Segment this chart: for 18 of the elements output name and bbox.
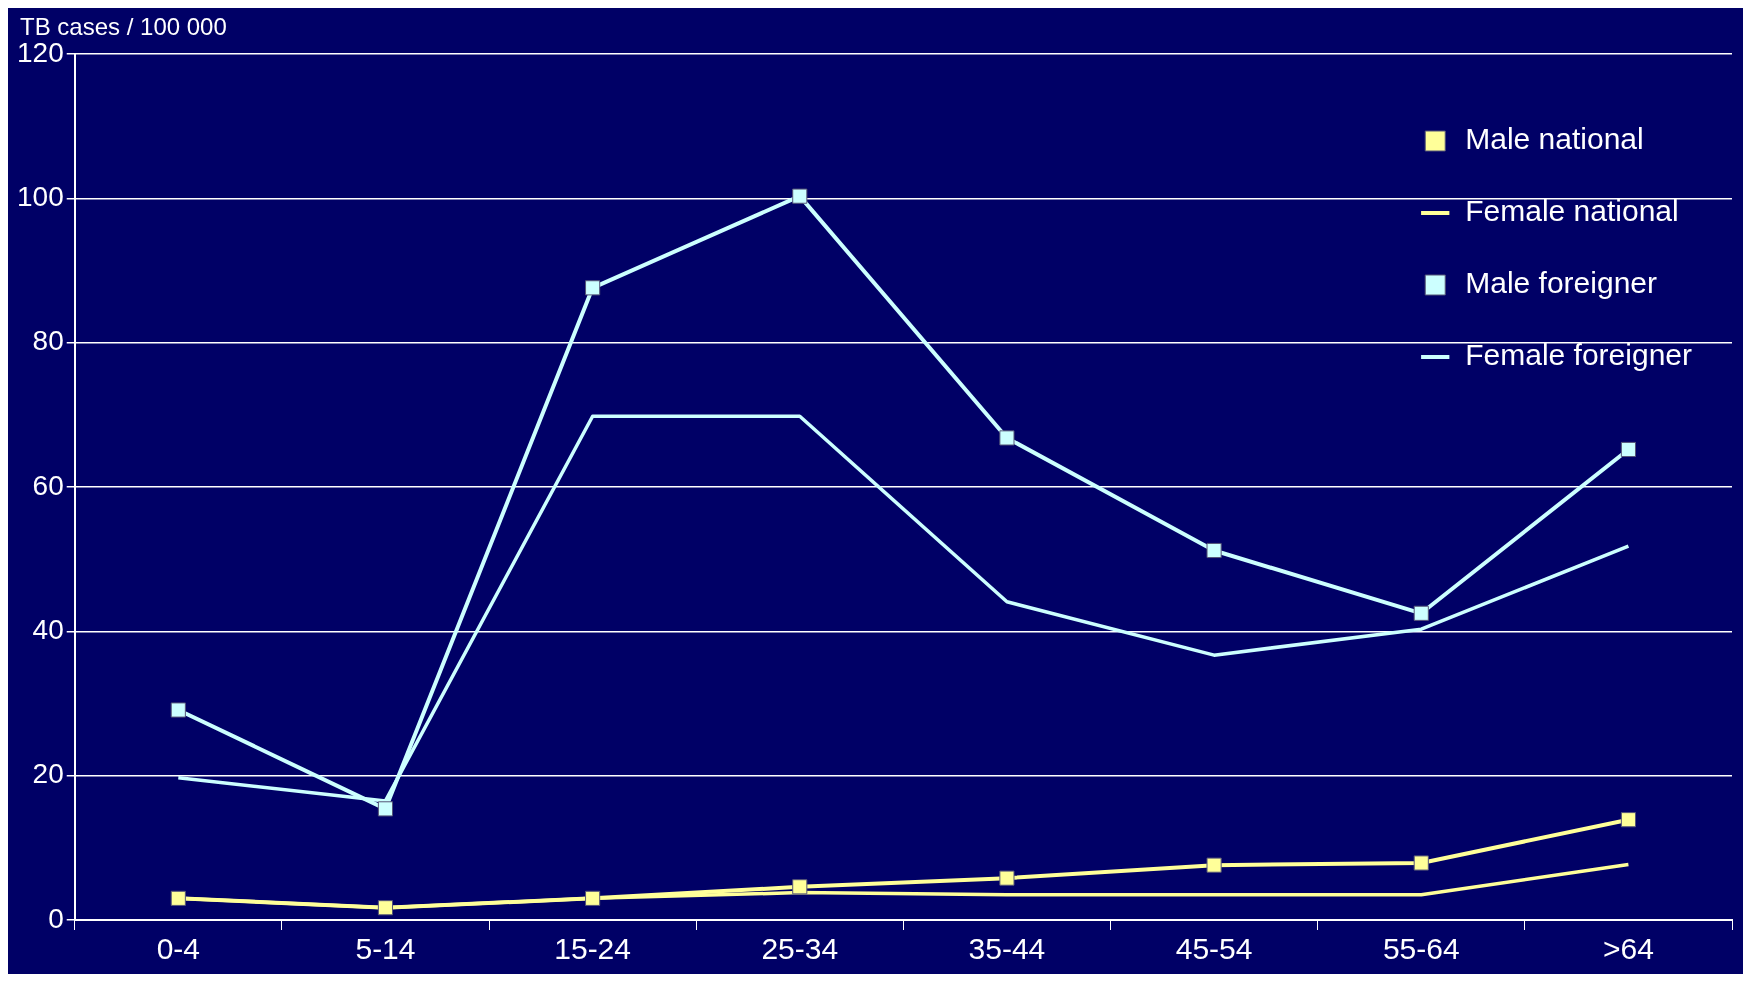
x-tick-label: 15-24 (554, 932, 631, 966)
legend-label: Male national (1465, 122, 1644, 156)
x-tick-label: 25-34 (761, 932, 839, 966)
x-tick-label: 45-54 (1175, 932, 1253, 966)
legend-label: Female foreigner (1465, 338, 1693, 372)
x-tick-label: 5-14 (355, 932, 416, 966)
y-tick-label: 100 (17, 181, 64, 213)
y-tick-label: 0 (48, 902, 64, 934)
x-tick-label: >64 (1602, 932, 1654, 966)
y-tick-label: 20 (32, 758, 64, 790)
y-tick-label: 40 (32, 614, 64, 646)
x-tick-label: 55-64 (1382, 932, 1460, 966)
legend-label: Male foreigner (1465, 266, 1657, 300)
y-tick-label: 80 (32, 325, 64, 357)
x-tick-label: 35-44 (968, 932, 1046, 966)
x-tick-label: 0-4 (156, 932, 200, 966)
y-tick-label: 60 (32, 469, 64, 501)
legend-label: Female national (1465, 194, 1679, 228)
